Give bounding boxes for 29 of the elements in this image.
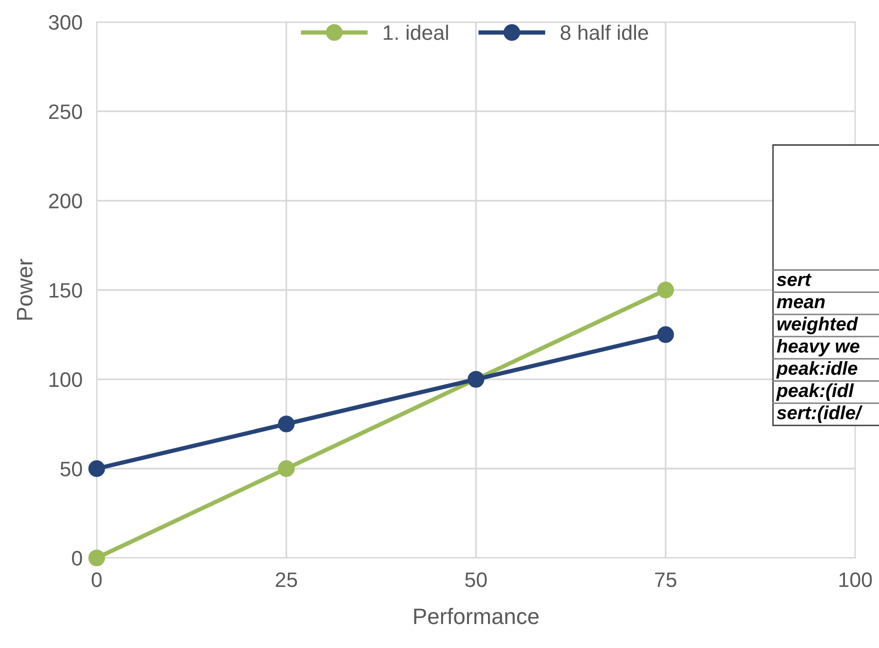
- x-tick-label: 0: [92, 572, 102, 588]
- legend-label: 1. ideal: [384, 24, 448, 40]
- x-axis-title: Performance: [414, 608, 539, 624]
- y-tick-label: 50: [60, 462, 82, 476]
- annotation: sert:(idle/: [776, 406, 863, 424]
- point: [88, 460, 106, 477]
- y-tick-label: 100: [50, 372, 82, 388]
- point: [657, 282, 674, 298]
- x-tick-label: 75: [655, 572, 676, 588]
- x-tick-label: 50: [465, 572, 487, 588]
- annotation: heavy we: [776, 338, 860, 356]
- x-tick-label: 100: [839, 572, 872, 588]
- point: [657, 326, 674, 343]
- y-axis-title: Power: [17, 258, 33, 320]
- y-tick-label: 0: [72, 550, 82, 566]
- legend-label: 8 half idle: [560, 24, 648, 40]
- point: [278, 416, 295, 432]
- y-tick-label: 250: [49, 104, 82, 120]
- annotation: sert: [776, 274, 812, 286]
- annotation: mean: [776, 298, 825, 308]
- point: [278, 460, 295, 477]
- y-tick-label: 200: [49, 194, 82, 208]
- x-tick-label: 25: [276, 572, 298, 588]
- annotation: weighted: [777, 316, 858, 334]
- y-tick-label: 300: [48, 15, 82, 30]
- point: [88, 550, 106, 566]
- y-tick-label: 150: [50, 282, 82, 298]
- annotation: peak:(idl: [776, 383, 854, 401]
- annotation: peak:idle: [776, 361, 858, 379]
